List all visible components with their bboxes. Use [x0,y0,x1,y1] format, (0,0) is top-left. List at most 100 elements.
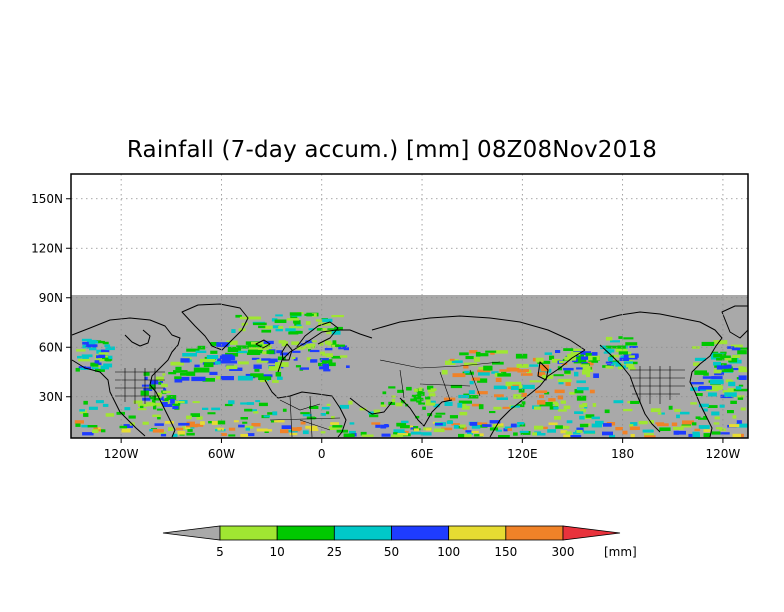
rain-patch [236,345,252,349]
us-states-grid-left [115,368,165,404]
africa-borders [269,395,341,438]
rain-patch [194,364,200,368]
rain-patch [246,352,261,355]
rain-patch [459,411,468,416]
rain-patch [480,422,488,425]
rain-patch [101,349,110,353]
rain-patch [258,376,272,380]
rain-patch [413,428,420,432]
rain-patch [693,362,700,366]
rain-patch [408,425,414,429]
rain-patch [647,429,654,433]
rain-patch [308,328,314,331]
rain-patch [416,400,422,403]
rain-patch [589,389,595,394]
rain-patch [513,432,518,436]
rain-patch [168,372,177,375]
rain-patch [449,358,455,361]
rain-patch [471,403,482,407]
rain-patch [79,409,85,412]
rain-patch [476,391,488,395]
rain-patch [576,367,583,370]
rain-patch [276,350,283,354]
rain-patch [517,422,525,425]
rain-patch [324,348,333,351]
rain-patch [102,403,109,407]
rain-patch [306,357,312,361]
rain-patch [591,359,599,363]
rain-patch [582,371,590,375]
axis-ticks [66,198,724,443]
rain-patch [492,361,504,365]
lat-tick-label: 150N [31,192,63,206]
rain-patch [238,424,245,428]
rain-patch [369,414,379,418]
political-borders [115,359,685,438]
rain-patch [680,411,690,415]
rain-patch [162,373,166,376]
no-data-background [71,295,748,438]
rain-patch [544,391,550,395]
rain-patch [311,313,317,317]
rain-patch [153,405,157,410]
rain-patch [494,394,504,398]
rain-patch [544,352,553,355]
rain-patch [720,355,731,358]
rain-patch [172,400,178,404]
rain-patch [383,424,390,427]
rain-patch [573,432,581,435]
rain-patch [268,366,281,371]
rain-patch [143,372,150,376]
rain-patch [306,343,316,347]
rain-patch [318,362,327,367]
rain-patch [420,432,432,436]
rain-patch [605,361,613,364]
rain-patch [450,384,463,389]
rain-patch [305,321,311,325]
rain-patch [209,371,218,375]
rain-patch [228,400,235,405]
rain-patch [92,429,99,433]
rain-patch [133,400,143,404]
rain-patch [106,355,113,360]
rain-patch [445,360,456,365]
lat-tick-label: 120N [31,241,63,255]
rain-patch [290,316,298,320]
rain-patch [193,367,210,373]
rain-patch [262,325,273,329]
rain-patch [474,434,483,437]
rain-patch [713,353,727,358]
rainfall-field [71,295,748,438]
rain-patch [560,430,568,434]
rain-patch [410,427,416,430]
rain-patch [152,399,156,404]
rain-patch [560,425,570,429]
rain-patch [154,423,164,426]
coastline-north-america-right [599,311,723,438]
rain-patch [444,401,453,406]
rain-patch [554,416,561,420]
rain-patch [557,395,564,400]
rain-patch [144,376,148,381]
rain-patch [498,435,510,438]
rain-patch [76,349,86,352]
rain-patch [623,337,634,340]
rain-patch [576,429,583,433]
rain-patch [300,421,306,425]
colorbar-label: 25 [327,545,342,559]
rain-patch [738,384,744,387]
rain-patch [471,430,479,434]
rain-patch [434,423,443,426]
rain-patch [343,433,355,438]
rain-patch [658,412,665,415]
rain-patch [219,355,235,361]
rain-patch [94,360,100,364]
rain-patch [190,413,200,417]
rain-patch [557,378,572,383]
rain-patch [676,414,680,419]
rain-patch [732,354,741,358]
rain-patch [285,328,296,332]
rain-patch [707,392,717,397]
rain-patch [346,365,350,368]
